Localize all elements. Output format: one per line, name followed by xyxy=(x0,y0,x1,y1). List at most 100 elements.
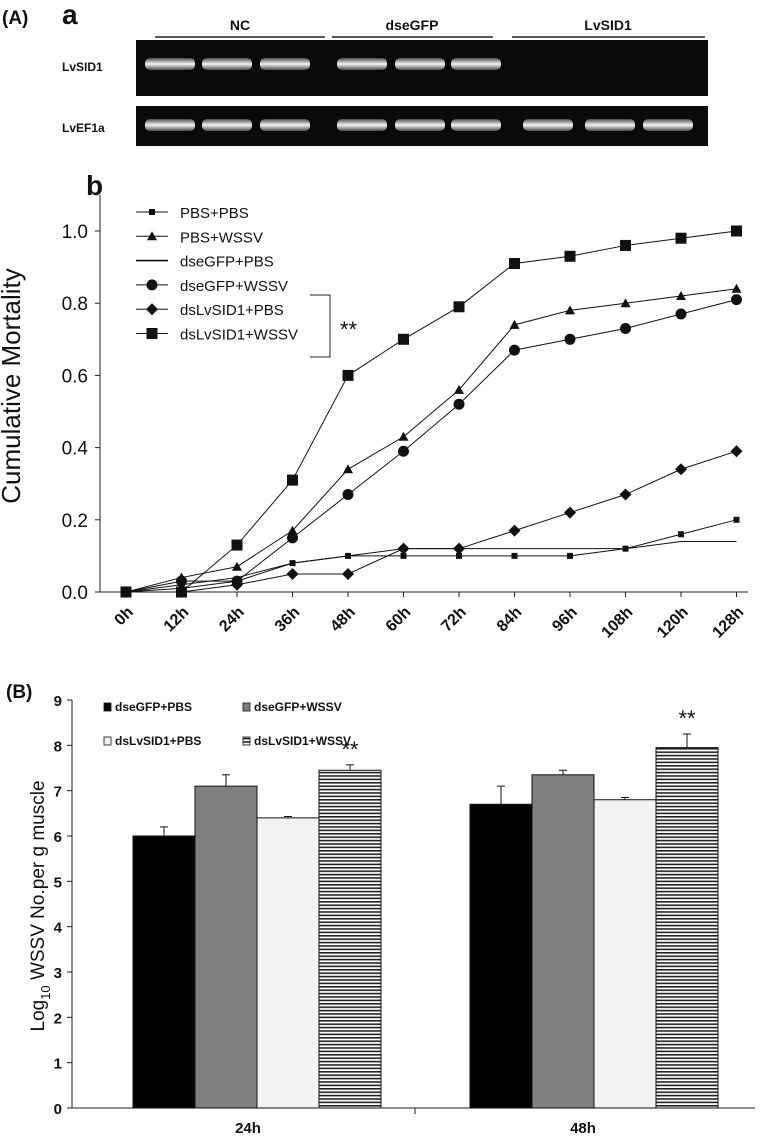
line-xtick-label: 60h xyxy=(383,604,415,636)
line-xtick-label: 12h xyxy=(161,604,193,636)
group-label-nc: NC xyxy=(230,17,250,33)
legend-label-dslvsid1-pbs: dsLvSID1+PBS xyxy=(180,302,284,319)
line-xtick-label: 24h xyxy=(216,604,248,636)
series-point-dslvsid1-wssv xyxy=(453,301,465,313)
series-point-dslvsid1-pbs xyxy=(397,542,410,555)
bar-ytick-label: 2 xyxy=(54,1010,62,1027)
series-point-dslvsid1-wssv xyxy=(620,239,631,251)
gel-band-lvsid1 xyxy=(202,58,252,70)
gel-band-lvef1a xyxy=(260,119,310,131)
bar-ylabel-log: Log xyxy=(28,1000,49,1032)
series-point-dsegfp-wssv xyxy=(342,489,354,501)
legend-marker-dslvsid1-wssv xyxy=(146,328,158,339)
bar-ytick-label: 8 xyxy=(54,738,62,755)
bar-legend: dseGFP+PBS dseGFP+WSSV dsLvSID1+PBS dsLvSID… xyxy=(103,700,351,748)
bar-category-label: 48h xyxy=(570,1120,596,1137)
series-point-pbs-wssv xyxy=(287,525,298,535)
gel-band-lvsid1 xyxy=(260,58,310,70)
bar-ytick-label: 4 xyxy=(54,920,63,937)
series-point-dslvsid1-wssv xyxy=(731,225,742,237)
legend-label-dslvsid1-wssv: dsLvSID1+WSSV xyxy=(180,327,298,344)
legend-marker-pbs-wssv xyxy=(147,231,157,241)
bar-legend-swatch-dslvsid1-wssv xyxy=(242,736,251,746)
significance-bracket xyxy=(310,294,331,358)
line-ytick-label: 0.8 xyxy=(62,294,88,315)
series-point-dsegfp-wssv xyxy=(453,398,465,410)
line-xtick-label: 108h xyxy=(599,604,637,642)
gel-band-lvef1a xyxy=(585,119,635,131)
bar-dslvsid1-wssv-48h xyxy=(655,747,719,1109)
bar-ytick-label: 7 xyxy=(54,784,62,801)
series-point-dslvsid1-pbs xyxy=(730,445,743,458)
legend-label-pbs-wssv: PBS+WSSV xyxy=(180,229,263,246)
series-point-pbs-pbs xyxy=(400,552,407,559)
line-xtick-label: 0h xyxy=(112,604,137,629)
bar-legend-swatch-dsegfp-pbs xyxy=(103,702,112,712)
bar-ytick-label: 5 xyxy=(54,874,62,891)
series-line-pbs-wssv xyxy=(125,288,737,593)
series-point-dslvsid1-wssv xyxy=(675,232,687,244)
line-xtick-label: 96h xyxy=(549,604,581,636)
series-point-dslvsid1-wssv xyxy=(176,586,187,598)
gel-bands xyxy=(145,58,693,131)
bar-dsegfp-pbs-24h xyxy=(132,835,196,1109)
bar-legend-label-dsegfp-pbs: dseGFP+PBS xyxy=(115,700,192,714)
bar-y-axis-label: Log10 WSSV No.per g muscle xyxy=(28,780,53,1031)
series-point-pbs-pbs xyxy=(567,552,573,559)
bar-chart: 0 1 2 3 4 5 6 7 8 9 24h ** 48h ** dseGFP+PBS dseGFP+W… xyxy=(28,693,755,1137)
series-point-pbs-wssv xyxy=(398,431,409,441)
series-pbs-pbs xyxy=(123,516,740,595)
panel-b-label: b xyxy=(86,170,103,201)
series-point-dsegfp-wssv xyxy=(509,344,520,356)
bar-ylabel-sub: 10 xyxy=(38,985,53,999)
series-point-dsegfp-wssv xyxy=(287,532,298,544)
gel-band-lvef1a xyxy=(643,119,693,131)
line-ytick-label: 0.0 xyxy=(62,583,88,604)
series-point-dslvsid1-pbs xyxy=(231,578,243,591)
series-point-dslvsid1-wssv xyxy=(342,369,354,381)
series-point-dsegfp-wssv xyxy=(564,333,576,345)
bar-dsegfp-wssv-48h xyxy=(531,774,595,1109)
line-ytick-label: 0.2 xyxy=(62,511,88,532)
series-line-dslvsid1-wssv xyxy=(126,230,737,593)
series-point-dslvsid1-pbs xyxy=(564,506,576,519)
series-point-dsegfp-wssv xyxy=(620,322,631,334)
bar-ytick-label: 0 xyxy=(54,1101,62,1118)
series-point-pbs-wssv xyxy=(343,464,353,474)
bar-dslvsid1-wssv-24h xyxy=(318,769,382,1109)
bar-ytick-label: 6 xyxy=(54,829,62,846)
series-point-dslvsid1-wssv xyxy=(398,333,409,345)
series-point-pbs-wssv xyxy=(731,283,742,293)
series-point-pbs-pbs xyxy=(511,552,518,559)
bar-ylabel-rest: WSSV No.per g muscle xyxy=(28,780,49,985)
line-significance: ** xyxy=(340,317,358,342)
panel-b-bar-label: (B) xyxy=(6,682,32,703)
gel-band-lvef1a xyxy=(523,119,573,131)
line-xtick-label: 48h xyxy=(327,604,359,636)
bar-dsegfp-pbs-48h xyxy=(469,803,533,1109)
gel-band-lvsid1 xyxy=(337,58,387,70)
series-dslvsid1-wssv xyxy=(120,225,742,598)
gel-row-label-lvsid1: LvSID1 xyxy=(62,60,103,74)
series-dsegfp-wssv xyxy=(120,294,742,598)
gel-band-lvef1a xyxy=(395,119,445,131)
line-xtick-label: 120h xyxy=(654,604,692,642)
panel-a-label: (A) xyxy=(2,8,28,29)
series-point-pbs-wssv xyxy=(454,384,464,394)
bar-ytick-label: 9 xyxy=(54,693,62,710)
line-y-axis-label: Cumulative Mortality xyxy=(0,268,26,504)
legend-marker-dsegfp-wssv xyxy=(146,279,158,291)
bar-legend-label-dslvsid1-wssv: dsLvSID1+WSSV xyxy=(254,734,351,748)
series-point-pbs-wssv xyxy=(232,561,242,571)
gel-band-lvsid1 xyxy=(451,58,501,70)
series-line-dsegfp-wssv xyxy=(125,299,737,593)
series-point-dslvsid1-wssv xyxy=(120,586,132,598)
series-point-dslvsid1-pbs xyxy=(453,542,465,555)
bar-dslvsid1-pbs-48h xyxy=(593,799,657,1109)
line-xtick-label: 36h xyxy=(272,604,304,636)
series-point-dslvsid1-wssv xyxy=(564,250,576,262)
series-point-dslvsid1-wssv xyxy=(231,539,243,551)
series-point-dsegfp-wssv xyxy=(675,308,687,320)
bar-legend-label-dslvsid1-pbs: dsLvSID1+PBS xyxy=(115,734,201,748)
